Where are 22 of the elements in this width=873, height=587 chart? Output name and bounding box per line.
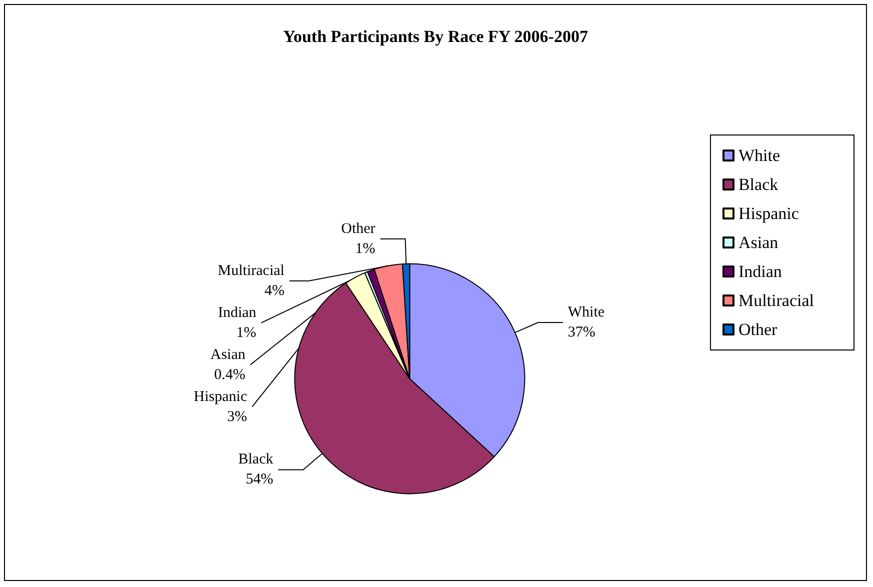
- legend-label: Multiracial: [738, 291, 814, 310]
- legend-label: Black: [738, 175, 779, 194]
- data-label: 37%: [568, 324, 596, 341]
- slice-label: Multiracial: [218, 262, 284, 279]
- slice-label: White: [568, 304, 605, 321]
- legend-label: Hispanic: [738, 204, 800, 223]
- slice-label: Other: [341, 220, 376, 237]
- data-label: 54%: [246, 472, 274, 488]
- slice-label: Hispanic: [194, 388, 248, 405]
- legend-label: Asian: [738, 233, 779, 252]
- data-label: 1%: [355, 240, 376, 257]
- slice-label: Asian: [210, 346, 246, 363]
- data-label: 4%: [264, 282, 284, 299]
- legend-label: Other: [738, 320, 778, 339]
- legend-label: Indian: [738, 262, 782, 281]
- slice-label: Indian: [218, 304, 257, 321]
- slice-label: Black: [238, 452, 274, 468]
- data-label: 1%: [236, 324, 256, 341]
- legend-label: White: [738, 146, 780, 165]
- data-label: 3%: [227, 408, 248, 425]
- chart-title: Youth Participants By Race FY 2006-2007: [283, 27, 588, 46]
- data-label: 0.4%: [214, 366, 246, 383]
